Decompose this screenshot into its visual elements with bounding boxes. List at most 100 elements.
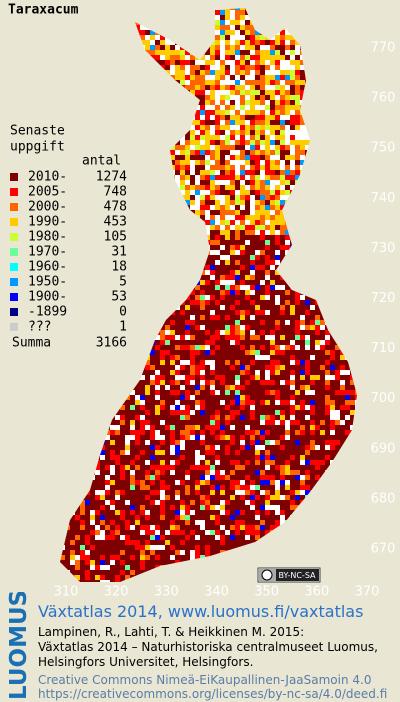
map-cell (240, 115, 245, 120)
map-cell (90, 250, 95, 255)
map-cell (330, 115, 335, 120)
map-cell (120, 400, 125, 405)
map-cell (170, 405, 175, 410)
map-cell (290, 90, 295, 95)
map-cell (305, 235, 310, 240)
map-cell (60, 355, 65, 360)
map-cell (280, 190, 285, 195)
map-cell (145, 255, 150, 260)
map-cell (90, 380, 95, 385)
map-cell (180, 40, 185, 45)
map-cell (180, 120, 185, 125)
map-cell (180, 105, 185, 110)
map-cell (245, 275, 250, 280)
map-cell (250, 20, 255, 25)
map-cell (310, 310, 315, 315)
map-cell (210, 125, 215, 130)
map-cell (155, 85, 160, 90)
map-cell (135, 275, 140, 280)
map-cell (175, 190, 180, 195)
map-cell (295, 375, 300, 380)
map-cell (315, 35, 320, 40)
map-cell (265, 250, 270, 255)
map-cell (195, 60, 200, 65)
map-cell (175, 145, 180, 150)
map-cell (75, 310, 80, 315)
map-cell (310, 255, 315, 260)
map-cell (355, 310, 357, 315)
map-cell (80, 310, 85, 315)
map-cell (275, 365, 280, 370)
map-cell (200, 225, 205, 230)
map-cell (310, 95, 315, 100)
map-cell (200, 95, 205, 100)
map-cell (300, 95, 305, 100)
map-cell (210, 150, 215, 155)
map-cell (320, 365, 325, 370)
map-cell (130, 175, 135, 180)
map-cell (70, 215, 75, 220)
map-cell (280, 20, 285, 25)
map-cell (340, 385, 345, 390)
map-cell (310, 360, 315, 365)
map-cell (255, 165, 260, 170)
map-cell (175, 55, 180, 60)
map-cell (295, 220, 300, 225)
map-cell (100, 70, 105, 75)
map-cell (55, 385, 60, 390)
map-cell (185, 285, 190, 290)
map-cell (225, 90, 230, 95)
map-cell (295, 105, 300, 110)
map-cell (110, 355, 115, 360)
map-cell (285, 365, 290, 370)
map-cell (285, 310, 290, 315)
map-cell (70, 340, 75, 345)
map-cell (90, 8, 95, 10)
map-cell (125, 150, 130, 155)
map-cell (165, 365, 170, 370)
map-cell (135, 365, 140, 370)
map-cell (270, 300, 275, 305)
map-cell (180, 85, 185, 90)
map-cell (190, 105, 195, 110)
map-cell (330, 365, 335, 370)
map-cell (330, 200, 335, 205)
map-cell (135, 285, 140, 290)
map-cell (180, 355, 185, 360)
map-cell (190, 110, 195, 115)
map-cell (190, 130, 195, 135)
map-cell (70, 395, 75, 400)
map-cell (220, 85, 225, 90)
map-cell (315, 280, 320, 285)
map-cell (300, 200, 305, 205)
map-cell (155, 290, 160, 295)
map-cell (220, 245, 225, 250)
map-cell (240, 340, 245, 345)
map-cell (260, 265, 265, 270)
map-cell (95, 65, 100, 70)
map-cell (285, 135, 290, 140)
map-cell (285, 295, 290, 300)
map-cell (145, 45, 150, 50)
map-cell (75, 215, 80, 220)
map-cell (200, 385, 205, 390)
map-cell (55, 55, 60, 60)
map-cell (55, 65, 60, 70)
map-cell (200, 230, 205, 235)
map-cell (120, 375, 125, 380)
map-cell (355, 315, 357, 320)
map-cell (90, 390, 95, 395)
map-cell (295, 360, 300, 365)
map-cell (255, 275, 260, 280)
map-cell (320, 335, 325, 340)
map-cell (325, 295, 330, 300)
map-cell (170, 140, 175, 145)
map-cell (165, 310, 170, 315)
map-cell (100, 400, 105, 405)
map-cell (265, 120, 270, 125)
map-cell (305, 150, 310, 155)
map-cell (350, 225, 355, 230)
map-cell (220, 20, 225, 25)
map-cell (310, 105, 315, 110)
map-cell (345, 155, 350, 160)
